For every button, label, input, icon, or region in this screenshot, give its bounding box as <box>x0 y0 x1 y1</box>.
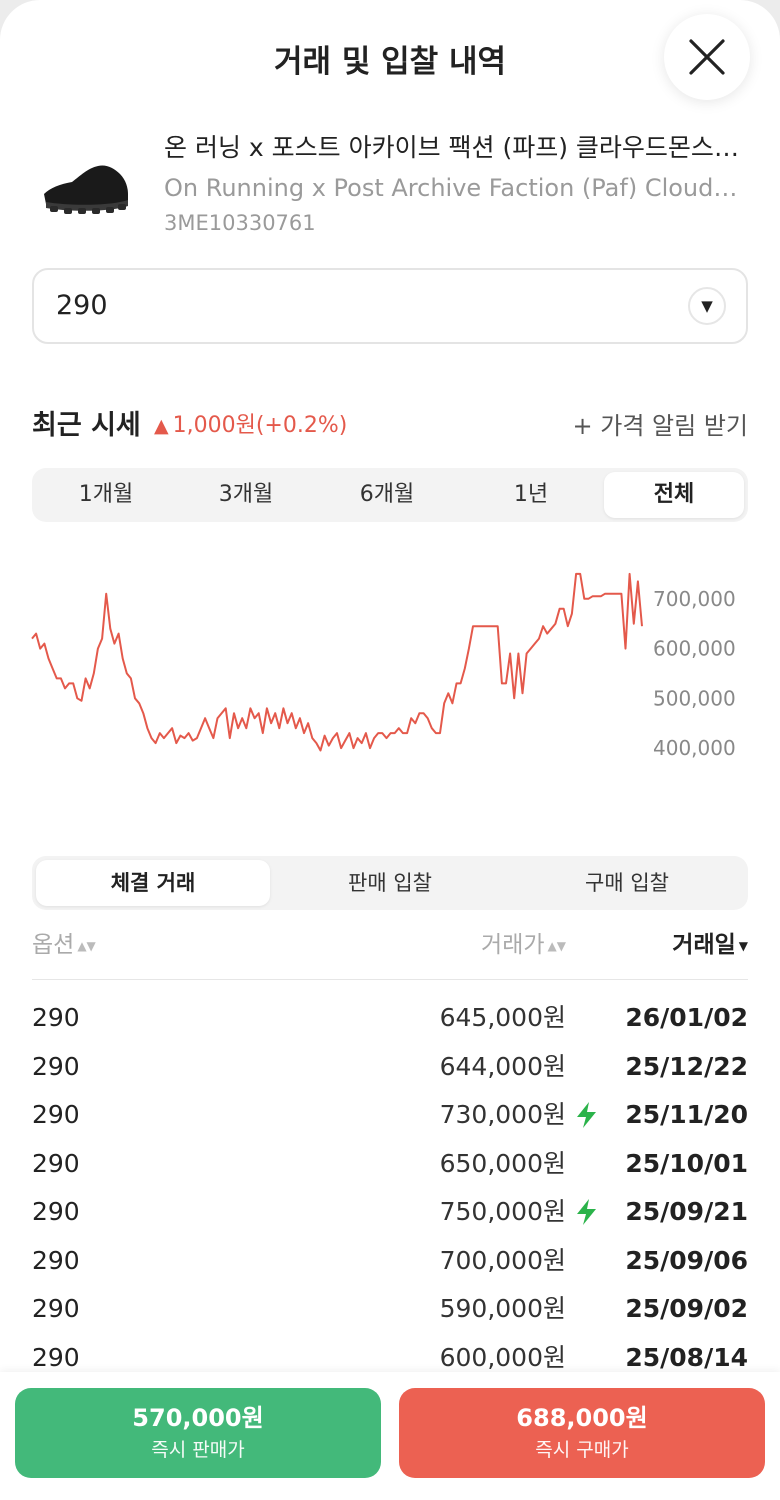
instant-sell-label: 즉시 판매가 <box>151 1439 245 1461</box>
table-row: 290 730,000원 25/11/20 <box>32 1091 748 1140</box>
tab-buy-bids[interactable]: 구매 입찰 <box>585 871 669 895</box>
period-tab-1y[interactable]: 1년 <box>513 482 549 507</box>
chevron-down-icon: ▼ <box>688 287 726 325</box>
period-tab-3m[interactable]: 3개월 <box>218 482 274 507</box>
row-option: 290 <box>32 1245 80 1275</box>
y-tick-label: 600,000 <box>653 637 736 661</box>
period-tabs: 1개월 3개월 6개월 1년 전체 <box>32 468 748 522</box>
table-row: 290 700,000원 25/09/06 <box>32 1237 748 1286</box>
market-price-title: 최근 시세 <box>32 410 141 441</box>
market-price-header: 최근 시세 ▲ 1,000원(+0.2%) + 가격 알림 받기 <box>32 404 748 448</box>
trade-tabs: 체결 거래 판매 입찰 구매 입찰 <box>32 856 748 910</box>
row-price: 750,000원 <box>439 1197 566 1226</box>
size-select[interactable]: 290 ▼ <box>32 268 748 344</box>
row-price: 644,000원 <box>439 1051 566 1081</box>
row-option: 290 <box>32 1051 80 1081</box>
date-header-label: 거래일 <box>672 932 736 958</box>
option-header-label: 옵션 <box>32 932 75 958</box>
price-chart: 700,000 600,000 500,000 400,000 <box>31 572 736 760</box>
sort-date-header[interactable]: 거래일 ▼ <box>672 920 748 971</box>
row-date: 25/11/20 <box>625 1100 748 1129</box>
product-name-ko: 온 러닝 x 포스트 아카이브 팩션 (파프) 클라우드몬스터 ... <box>164 133 748 162</box>
price-line <box>31 572 643 752</box>
y-tick-label: 700,000 <box>653 587 736 611</box>
product-info: 온 러닝 x 포스트 아카이브 팩션 (파프) 클라우드몬스터 ... On R… <box>40 130 750 240</box>
product-name-en: On Running x Post Archive Faction (Paf) … <box>164 174 748 202</box>
instant-buy-button[interactable]: 688,000원 즉시 구매가 <box>399 1388 765 1478</box>
period-tab-1m[interactable]: 1개월 <box>78 482 134 507</box>
close-button[interactable] <box>664 14 750 100</box>
tab-completed-trades[interactable]: 체결 거래 <box>36 860 270 906</box>
table-row: 290 650,000원 25/10/01 <box>32 1140 748 1189</box>
market-price-change-value: 1,000원(+0.2%) <box>172 413 348 438</box>
row-date: 25/08/14 <box>625 1342 748 1372</box>
sort-option-header[interactable]: 옵션 ▲▼ <box>32 920 96 971</box>
lightning-icon <box>577 1199 596 1225</box>
row-option: 290 <box>32 1294 80 1323</box>
tab-sell-bids[interactable]: 판매 입찰 <box>348 871 432 895</box>
row-date: 25/10/01 <box>625 1148 748 1178</box>
instant-buy-label: 즉시 구매가 <box>535 1439 629 1461</box>
row-option: 290 <box>32 1100 80 1129</box>
size-select-value: 290 <box>56 290 108 321</box>
period-tab-6m[interactable]: 6개월 <box>359 482 415 507</box>
row-option: 290 <box>32 1148 80 1178</box>
sort-icon: ▲▼ <box>547 938 566 953</box>
row-option: 290 <box>32 1197 80 1226</box>
table-row: 290 600,000원 25/08/14 <box>32 1334 748 1383</box>
row-date: 25/09/02 <box>625 1294 748 1323</box>
product-image <box>44 165 128 214</box>
y-tick-label: 400,000 <box>653 736 736 760</box>
table-row: 290 645,000원 26/01/02 <box>32 994 748 1043</box>
row-price: 600,000원 <box>439 1342 566 1372</box>
row-price: 590,000원 <box>439 1294 566 1323</box>
instant-sell-price: 570,000원 <box>132 1404 264 1432</box>
trade-table-body: 290 645,000원 26/01/02 290 644,000원 25/12… <box>32 994 748 1382</box>
row-price: 650,000원 <box>439 1148 566 1178</box>
footer-action-bar: 570,000원 즉시 판매가 688,000원 즉시 구매가 <box>0 1372 780 1500</box>
product-code: 3ME10330761 <box>164 211 316 235</box>
row-option: 290 <box>32 1003 80 1032</box>
table-row: 290 750,000원 25/09/21 <box>32 1188 748 1237</box>
close-icon <box>689 39 725 75</box>
sort-desc-icon: ▼ <box>738 938 748 953</box>
price-alert-link[interactable]: + 가격 알림 받기 <box>572 412 748 440</box>
table-header: 옵션 ▲▼ 거래가 ▲▼ 거래일 ▼ <box>32 920 748 980</box>
row-price: 645,000원 <box>439 1003 566 1032</box>
sheet-title: 거래 및 입찰 내역 <box>273 44 507 80</box>
period-tab-all[interactable]: 전체 <box>604 472 744 518</box>
lightning-icon <box>577 1102 596 1128</box>
sort-price-header[interactable]: 거래가 ▲▼ <box>481 920 566 971</box>
row-date: 25/12/22 <box>625 1051 748 1081</box>
row-date: 25/09/21 <box>625 1197 748 1226</box>
market-price-change: ▲ 1,000원(+0.2%) <box>154 404 347 448</box>
up-triangle-icon: ▲ <box>154 415 169 437</box>
row-date: 26/01/02 <box>625 1003 748 1032</box>
sort-icon: ▲▼ <box>77 938 96 953</box>
instant-buy-price: 688,000원 <box>516 1404 648 1432</box>
instant-sell-button[interactable]: 570,000원 즉시 판매가 <box>15 1388 381 1478</box>
row-price: 700,000원 <box>439 1245 566 1275</box>
y-tick-label: 500,000 <box>653 686 736 710</box>
table-row: 290 590,000원 25/09/02 <box>32 1285 748 1334</box>
table-row: 290 644,000원 25/12/22 <box>32 1043 748 1092</box>
row-price: 730,000원 <box>439 1100 566 1129</box>
row-date: 25/09/06 <box>625 1245 748 1275</box>
row-option: 290 <box>32 1342 80 1372</box>
price-header-label: 거래가 <box>481 932 545 958</box>
